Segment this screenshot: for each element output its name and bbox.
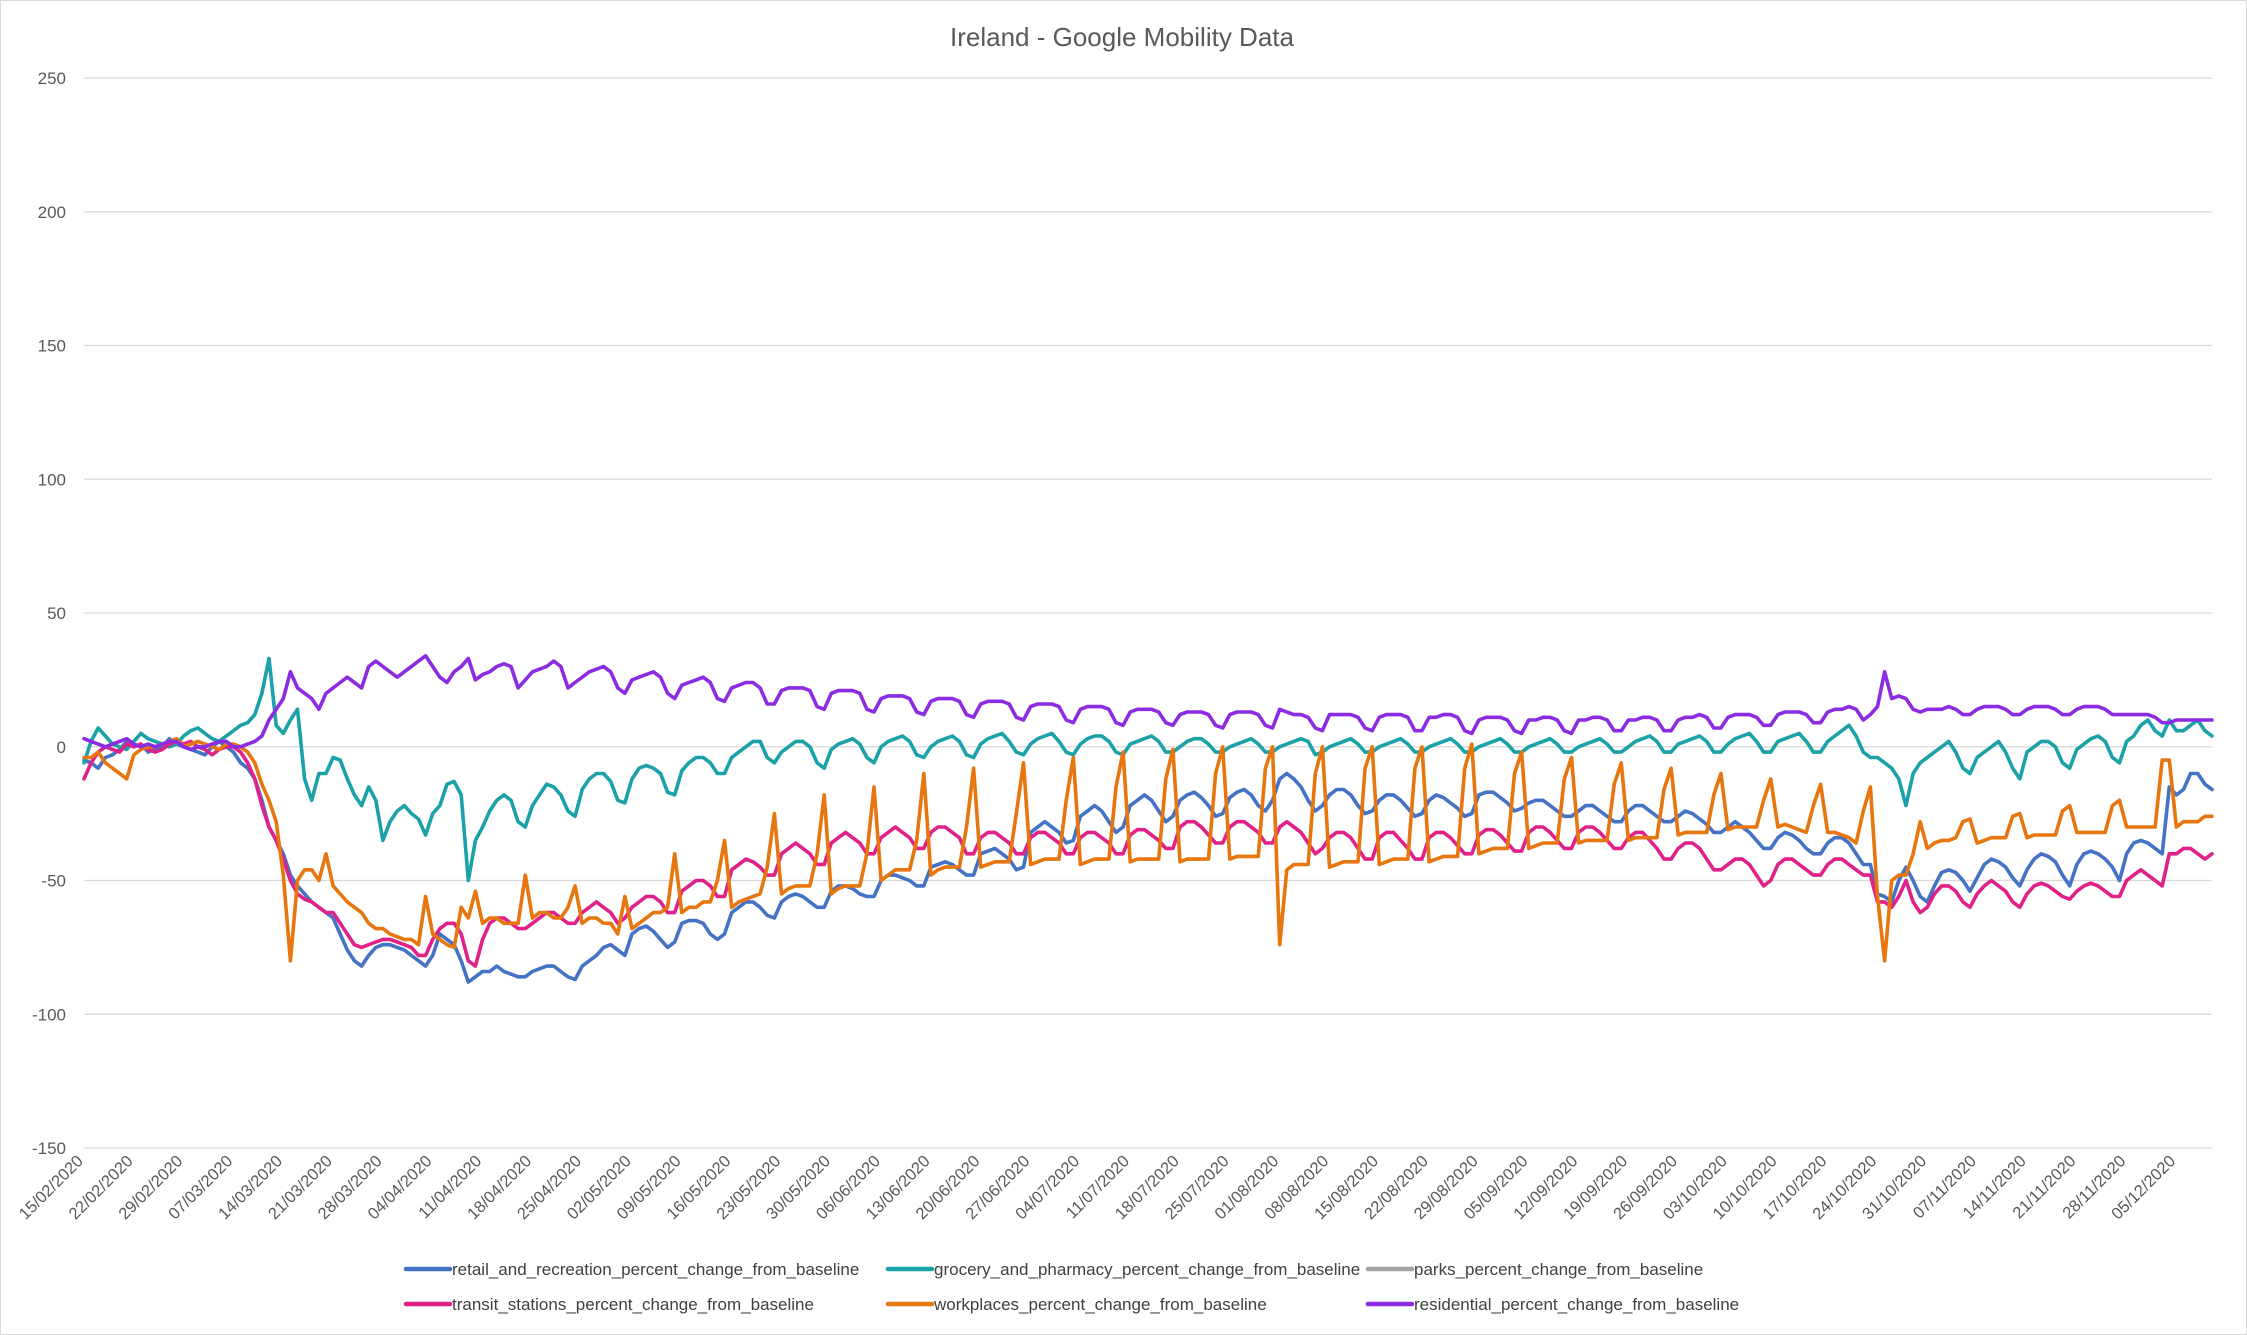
y-tick-label: 0 — [57, 738, 66, 757]
series-line — [82, 656, 2214, 883]
series-line — [82, 739, 2214, 968]
legend-label: grocery_and_pharmacy_percent_change_from… — [934, 1260, 1360, 1279]
chart-title: Ireland - Google Mobility Data — [950, 22, 1294, 52]
y-tick-label: -150 — [32, 1139, 66, 1158]
y-tick-label: -100 — [32, 1005, 66, 1024]
legend-label: retail_and_recreation_percent_change_fro… — [452, 1260, 859, 1279]
gridlines — [84, 77, 2212, 1149]
legend-label: workplaces_percent_change_from_baseline — [933, 1295, 1267, 1314]
y-tick-label: 150 — [38, 337, 66, 356]
legend: retail_and_recreation_percent_change_fro… — [403, 1260, 1739, 1314]
series-line — [82, 736, 2214, 963]
legend-label: transit_stations_percent_change_from_bas… — [452, 1295, 814, 1314]
y-tick-label: 50 — [47, 604, 66, 623]
x-axis-ticks: 15/02/202022/02/202029/02/202007/03/2020… — [16, 1152, 2180, 1223]
y-tick-label: 250 — [38, 69, 66, 88]
legend-label: parks_percent_change_from_baseline — [1414, 1260, 1703, 1279]
y-axis-ticks: -150 -100 -50 0 50 100 150 200 250 — [32, 69, 66, 1158]
series-line — [82, 653, 2214, 752]
y-tick-label: -50 — [41, 872, 66, 891]
legend-label: residential_percent_change_from_baseline — [1414, 1295, 1739, 1314]
y-tick-label: 200 — [38, 203, 66, 222]
series-lines — [82, 653, 2214, 984]
y-tick-label: 100 — [38, 470, 66, 489]
